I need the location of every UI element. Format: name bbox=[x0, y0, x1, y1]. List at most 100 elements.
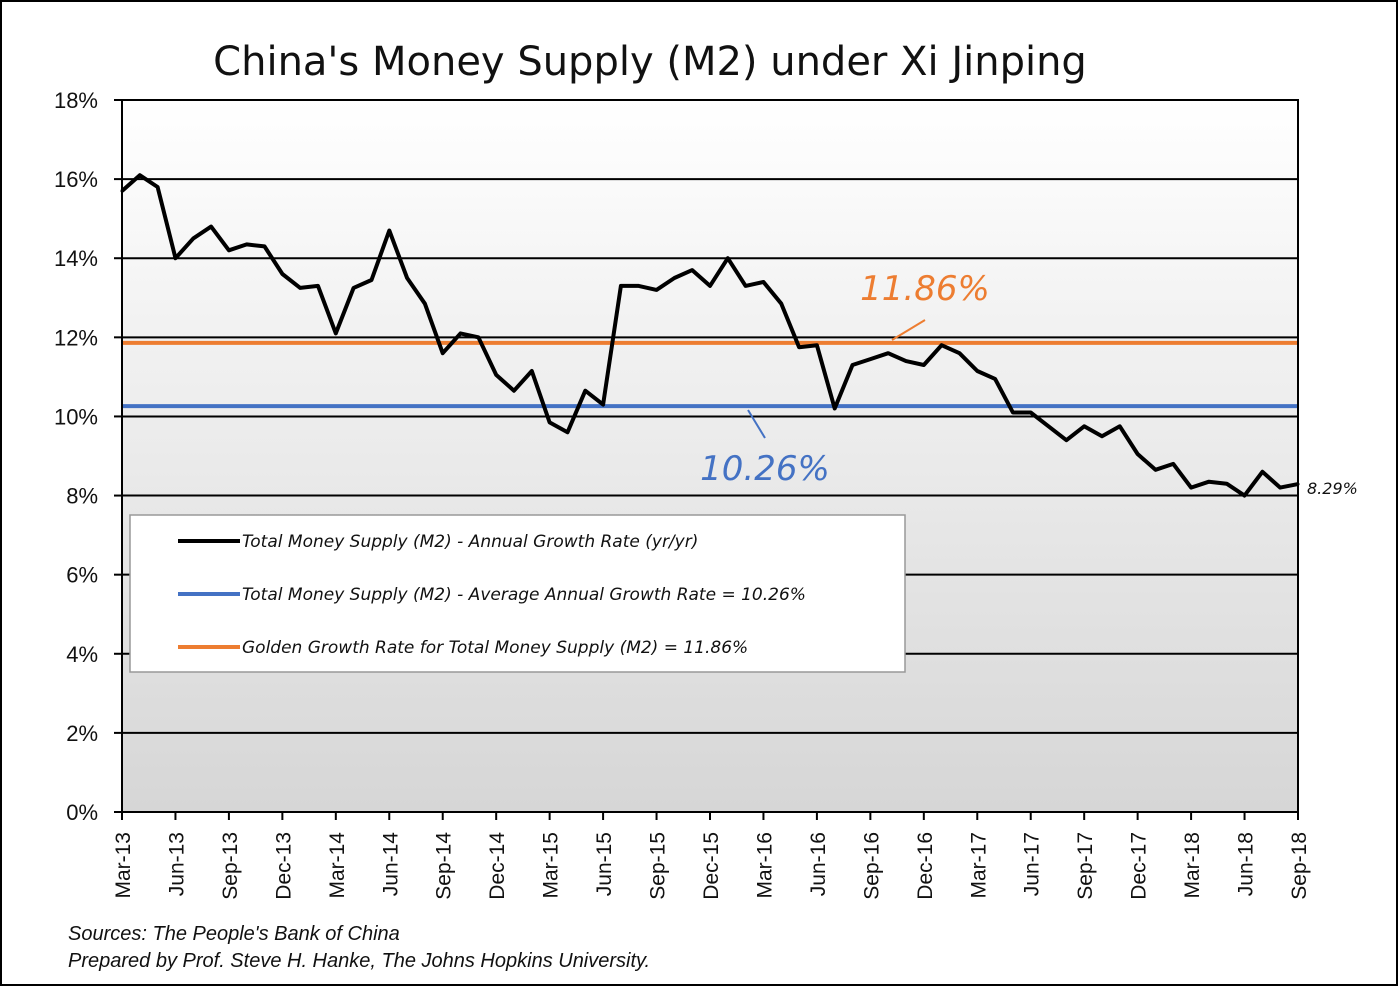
x-tick-label: Dec-17 bbox=[1128, 832, 1151, 900]
data-point bbox=[583, 389, 587, 393]
data-point bbox=[1171, 462, 1175, 466]
x-tick-label: Dec-15 bbox=[700, 832, 723, 900]
plot-border bbox=[121, 99, 1299, 813]
y-tick-label: 18% bbox=[54, 88, 98, 113]
data-point bbox=[690, 268, 694, 272]
data-point bbox=[387, 229, 391, 233]
x-tick-label: Jun-15 bbox=[593, 832, 616, 896]
x-tick-label: Dec-14 bbox=[486, 832, 509, 900]
x-tick-label: Sep-13 bbox=[219, 832, 242, 900]
data-point bbox=[868, 357, 872, 361]
data-point bbox=[761, 280, 765, 284]
data-point bbox=[619, 284, 623, 288]
last-value-label: 8.29% bbox=[1307, 479, 1358, 498]
data-point bbox=[1136, 452, 1140, 456]
data-point bbox=[1064, 438, 1068, 442]
golden-rate-label: 11.86% bbox=[860, 269, 990, 309]
y-tick-label: 4% bbox=[66, 642, 98, 667]
x-tick-label: Sep-17 bbox=[1074, 832, 1097, 900]
data-point bbox=[1260, 470, 1264, 474]
data-point bbox=[904, 359, 908, 363]
data-point bbox=[975, 369, 979, 373]
data-point bbox=[334, 331, 338, 335]
data-point bbox=[227, 248, 231, 252]
data-point bbox=[263, 244, 267, 248]
data-point bbox=[1100, 434, 1104, 438]
golden-label-leader bbox=[891, 319, 926, 341]
plot-area bbox=[122, 100, 1298, 812]
data-point bbox=[940, 343, 944, 347]
x-tick-label: Jun-17 bbox=[1021, 832, 1044, 896]
data-point bbox=[1225, 482, 1229, 486]
data-point bbox=[1189, 486, 1193, 490]
data-point bbox=[441, 351, 445, 355]
data-point bbox=[369, 278, 373, 282]
data-point bbox=[1082, 424, 1086, 428]
data-point bbox=[512, 389, 516, 393]
x-tick-label: Mar-18 bbox=[1181, 832, 1204, 899]
source-line-2: Prepared by Prof. Steve H. Hanke, The Jo… bbox=[68, 950, 650, 972]
y-axis-ticks: 0% 2% 4% 6% 8% 10% 12% 14% 16% 18% bbox=[54, 88, 122, 825]
data-point bbox=[565, 430, 569, 434]
data-point bbox=[851, 363, 855, 367]
data-point bbox=[548, 420, 552, 424]
x-tick-label: Sep-14 bbox=[433, 832, 456, 900]
legend-label-average: Total Money Supply (M2) - Average Annual… bbox=[242, 585, 806, 605]
data-point bbox=[530, 369, 534, 373]
x-tick-label: Mar-13 bbox=[112, 832, 135, 899]
data-point bbox=[459, 331, 463, 335]
data-point bbox=[298, 286, 302, 290]
data-point bbox=[352, 286, 356, 290]
data-point bbox=[138, 173, 142, 177]
x-tick-label: Dec-16 bbox=[914, 832, 937, 900]
legend-label-series: Total Money Supply (M2) - Annual Growth … bbox=[242, 532, 698, 552]
data-point bbox=[726, 256, 730, 260]
data-point bbox=[815, 343, 819, 347]
x-axis-ticks: Mar-13 Jun-13 Sep-13 Dec-13 Mar-14 Jun-14 Sep-… bbox=[112, 812, 1311, 900]
data-point bbox=[655, 288, 659, 292]
x-tick-label: Sep-18 bbox=[1288, 832, 1311, 900]
x-tick-label: Jun-16 bbox=[807, 832, 830, 896]
data-point bbox=[672, 276, 676, 280]
x-tick-label: Dec-13 bbox=[272, 832, 295, 900]
data-point bbox=[316, 284, 320, 288]
x-tick-label: Sep-16 bbox=[860, 832, 883, 900]
data-point bbox=[494, 373, 498, 377]
x-tick-label: Mar-16 bbox=[753, 832, 776, 899]
x-tick-label: Jun-13 bbox=[165, 832, 188, 896]
data-point bbox=[1047, 424, 1051, 428]
data-point bbox=[1029, 410, 1033, 414]
data-point bbox=[957, 351, 961, 355]
y-tick-label: 8% bbox=[66, 484, 98, 509]
data-point bbox=[405, 276, 409, 280]
x-tick-label: Sep-15 bbox=[647, 832, 670, 900]
legend: Total Money Supply (M2) - Annual Growth … bbox=[129, 514, 906, 673]
y-tick-label: 0% bbox=[66, 800, 98, 825]
y-tick-label: 16% bbox=[54, 167, 98, 192]
data-point bbox=[1011, 410, 1015, 414]
data-point bbox=[797, 345, 801, 349]
x-tick-label: Mar-14 bbox=[326, 832, 349, 899]
data-point bbox=[156, 185, 160, 189]
data-point bbox=[833, 407, 837, 411]
x-tick-label: Mar-17 bbox=[967, 832, 990, 899]
data-point bbox=[1207, 480, 1211, 484]
source-line-1: Sources: The People's Bank of China bbox=[68, 923, 400, 945]
data-point bbox=[1243, 494, 1247, 498]
data-point bbox=[744, 284, 748, 288]
data-point bbox=[886, 351, 890, 355]
legend-label-golden: Golden Growth Rate for Total Money Suppl… bbox=[242, 638, 748, 658]
data-point bbox=[280, 272, 284, 276]
m2-growth-points bbox=[120, 173, 1300, 498]
data-point bbox=[637, 284, 641, 288]
y-tick-label: 2% bbox=[66, 721, 98, 746]
y-tick-label: 6% bbox=[66, 563, 98, 588]
data-point bbox=[779, 302, 783, 306]
average-label-leader bbox=[747, 409, 766, 439]
data-point bbox=[1278, 486, 1282, 490]
data-point bbox=[922, 363, 926, 367]
y-tick-label: 14% bbox=[54, 246, 98, 271]
data-point bbox=[476, 335, 480, 339]
